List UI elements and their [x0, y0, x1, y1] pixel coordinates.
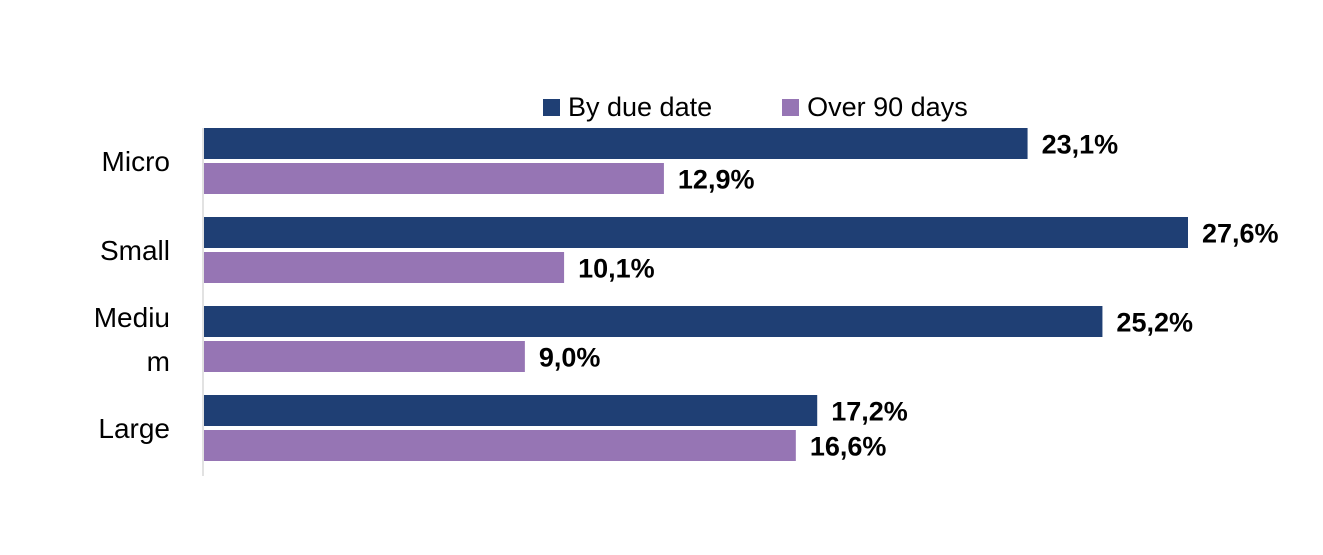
legend-swatch-over-90-days [782, 98, 800, 116]
category-label-medium-line-2: m [147, 346, 170, 377]
bar-large-by-due-date [204, 395, 818, 426]
data-label-medium-by-due-date: 25,2% [1116, 308, 1193, 338]
data-label-micro-by-due-date: 23,1% [1042, 130, 1119, 160]
data-label-large-by-due-date: 17,2% [831, 397, 908, 427]
legend-label-by-due-date: By due date [568, 91, 713, 122]
legend-item-by-due-date: By due date [543, 91, 713, 122]
bar-medium-by-due-date [204, 306, 1103, 337]
bar-small-over-90-days [204, 252, 565, 283]
data-label-small-over-90-days: 10,1% [578, 254, 655, 284]
bar-large-over-90-days [204, 430, 796, 461]
bar-small-by-due-date [204, 217, 1188, 248]
chart-legend: By due date Over 90 days [543, 90, 1038, 124]
legend-item-over-90-days: Over 90 days [782, 91, 968, 122]
bar-micro-by-due-date [204, 128, 1028, 159]
data-label-micro-over-90-days: 12,9% [678, 165, 755, 195]
bar-medium-over-90-days [204, 341, 525, 372]
data-label-small-by-due-date: 27,6% [1202, 219, 1279, 249]
legend-label-over-90-days: Over 90 days [807, 91, 968, 122]
category-label-medium-line-1: Mediu [94, 302, 170, 333]
category-label-micro: Micro [102, 146, 170, 177]
category-label-small: Small [100, 235, 170, 266]
category-label-large: Large [98, 413, 170, 444]
legend-swatch-by-due-date [543, 98, 560, 116]
data-label-medium-over-90-days: 9,0% [539, 343, 601, 373]
bar-micro-over-90-days [204, 163, 664, 194]
data-label-large-over-90-days: 16,6% [810, 432, 887, 462]
